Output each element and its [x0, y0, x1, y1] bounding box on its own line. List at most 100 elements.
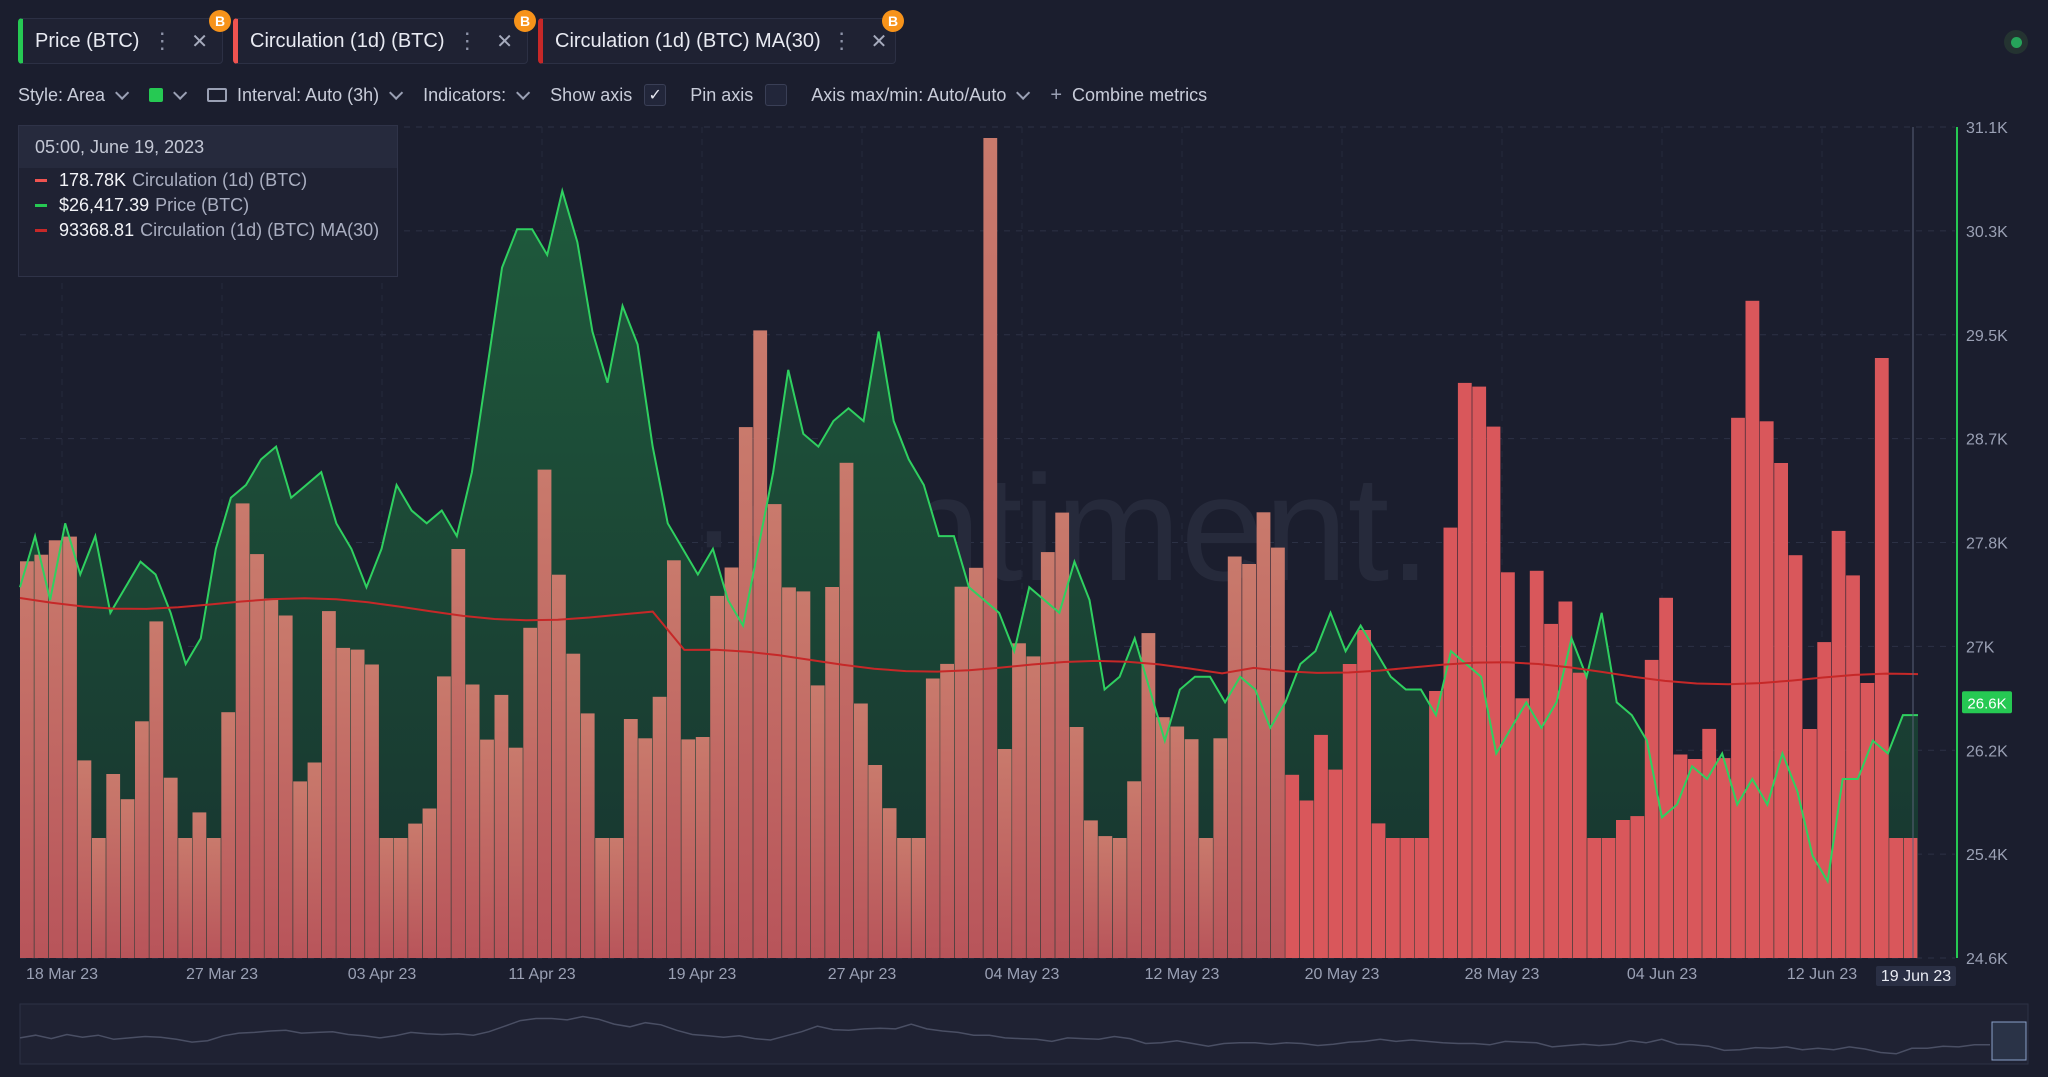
- circulation-bar: [379, 838, 394, 958]
- circulation-bar: [350, 649, 365, 958]
- price-tick-label: 29.5K: [1966, 328, 2008, 345]
- legend-dash: [35, 229, 47, 232]
- bitcoin-icon: B: [514, 10, 536, 32]
- style-dropdown[interactable]: Style: Area: [18, 85, 130, 106]
- circulation-bar: [192, 812, 207, 958]
- date-tick-label: 27 Apr 23: [828, 966, 897, 983]
- circulation-bar: [1860, 683, 1875, 958]
- show-axis-checkbox[interactable]: ✓: [644, 84, 667, 106]
- circulation-bar: [1429, 691, 1443, 958]
- circulation-bar: [91, 838, 106, 958]
- tab-label: Price (BTC): [35, 29, 140, 52]
- circulation-bar: [63, 536, 77, 958]
- plus-icon: +: [1050, 83, 1063, 106]
- combine-label: Combine metrics: [1072, 84, 1208, 105]
- color-swatch: [149, 88, 164, 102]
- more-options-icon[interactable]: ⋮: [151, 28, 174, 53]
- minimap-line: [19, 1015, 1990, 1055]
- circulation-bar: [738, 427, 753, 959]
- close-icon[interactable]: ✕: [191, 30, 208, 53]
- more-options-icon[interactable]: ⋮: [456, 28, 479, 53]
- pin-axis-toggle[interactable]: Pin axis: [690, 84, 788, 106]
- circulation-bar: [278, 615, 293, 958]
- circulation-bar: [1256, 512, 1271, 958]
- circulation-bar: [1357, 630, 1371, 958]
- circulation-bar: [1659, 597, 1673, 958]
- close-icon[interactable]: ✕: [870, 30, 888, 53]
- circulation-bar: [667, 560, 681, 958]
- tab-circulation-btc[interactable]: Circulation (1d) (BTC) ⋮ ✕ B: [233, 10, 536, 64]
- price-tick-label: 25.4K: [1966, 847, 2008, 864]
- circulation-bar: [595, 838, 609, 958]
- chart-toolbar: Style: Area Interval: Auto (3h) Indicato…: [18, 80, 1231, 110]
- date-tick-label: 20 May 23: [1305, 966, 1380, 983]
- circulation-bar: [796, 591, 811, 958]
- circulation-bar: [1587, 838, 1602, 958]
- circulation-bar: [1457, 382, 1472, 958]
- tooltip-row-ma30: 93368.81 Circulation (1d) (BTC) MA(30): [19, 218, 397, 243]
- circulation-bar: [1271, 547, 1285, 958]
- indicators-dropdown[interactable]: Indicators:: [423, 85, 531, 106]
- tooltip-date: 05:00, June 19, 2023: [19, 126, 397, 168]
- circulation-bar: [1170, 726, 1185, 958]
- tooltip-metric-name: Circulation (1d) (BTC): [132, 170, 308, 190]
- circulation-bar: [925, 678, 940, 958]
- close-icon[interactable]: ✕: [496, 30, 513, 53]
- circulation-bar: [494, 694, 509, 958]
- price-and-ma-lines: [19, 127, 1919, 958]
- circulation-bar: [1515, 698, 1530, 958]
- price-tick-label: 27K: [1966, 639, 1995, 656]
- more-options-icon[interactable]: ⋮: [830, 28, 853, 53]
- circulation-bar: [681, 739, 696, 958]
- axis-minmax-dropdown[interactable]: Axis max/min: Auto/Auto: [811, 85, 1031, 106]
- circulation-bar: [1285, 774, 1300, 958]
- combine-metrics-button[interactable]: + Combine metrics: [1050, 84, 1207, 107]
- tab-circulation-ma30[interactable]: Circulation (1d) (BTC) MA(30) ⋮ ✕ B: [538, 10, 904, 64]
- circulation-bar: [767, 504, 782, 958]
- circulation-bar: [782, 587, 796, 958]
- show-axis-toggle[interactable]: Show axis ✓: [550, 84, 667, 106]
- date-tick-label: 04 Jun 23: [1627, 966, 1697, 983]
- circulation-bar: [250, 554, 264, 958]
- tab-price-btc[interactable]: Price (BTC) ⋮ ✕ B: [18, 10, 231, 64]
- circulation-bar: [1084, 820, 1098, 958]
- circulation-bar: [1184, 739, 1199, 958]
- circulation-bar: [825, 587, 839, 958]
- circulation-bar: [508, 747, 523, 958]
- circulation-bar: [307, 762, 322, 958]
- pin-axis-checkbox[interactable]: [765, 84, 788, 106]
- circulation-bar: [623, 719, 638, 958]
- circulation-bar: [1242, 564, 1256, 958]
- circulation-bar: [1069, 727, 1084, 958]
- circulation-bar: [1386, 838, 1400, 958]
- circulation-bar: [854, 703, 868, 958]
- circulation-bar: [695, 737, 710, 958]
- circulation-bar: [724, 567, 739, 958]
- legend-dash: [35, 204, 47, 207]
- date-tick-label: 12 Jun 23: [1787, 966, 1857, 983]
- live-status-icon: [2004, 30, 2028, 54]
- date-tick-label: 04 May 23: [985, 966, 1060, 983]
- circulation-bar: [1501, 572, 1515, 958]
- circulation-bar: [1400, 838, 1415, 958]
- axes: 31.1K 30.3K 29.5K 28.7K 27.8K 27K 26.2K 25.4K 24…: [26, 120, 2012, 986]
- color-picker[interactable]: [149, 85, 188, 102]
- circulation-bar: [1127, 781, 1141, 958]
- interval-dropdown[interactable]: Interval: Auto (3h): [207, 85, 404, 106]
- circulation-bar: [537, 469, 552, 958]
- circulation-bar: [1616, 820, 1630, 958]
- price-tick-label: 26.2K: [1966, 743, 2008, 760]
- circulation-bar: [969, 567, 983, 958]
- circulation-bar: [1759, 421, 1774, 958]
- circulation-bar: [393, 838, 408, 958]
- circulation-bar: [120, 799, 135, 958]
- tab-label: Circulation (1d) (BTC) MA(30): [555, 29, 821, 52]
- tooltip-value: 178.78K: [59, 170, 127, 190]
- circulation-bar: [1702, 728, 1717, 958]
- circulation-bar: [1716, 758, 1731, 958]
- navigator-minimap[interactable]: [19, 1003, 2029, 1065]
- circulation-bar: [940, 663, 954, 958]
- circulation-bar: [1687, 759, 1702, 958]
- circulation-bar: [1443, 527, 1458, 958]
